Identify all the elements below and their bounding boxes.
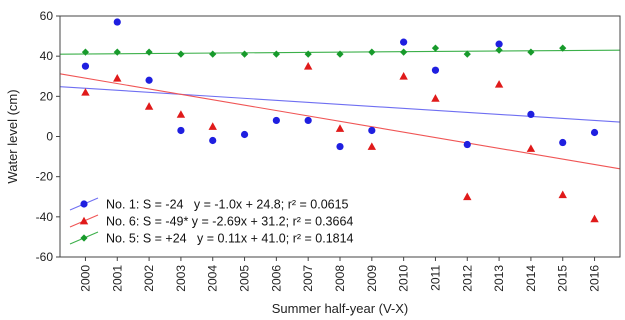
diamond-marker <box>463 50 471 58</box>
x-axis-title: Summer half-year (V-X) <box>272 301 409 316</box>
x-tick-label: 2014 <box>524 265 538 292</box>
diamond-marker <box>113 48 121 56</box>
diamond-marker <box>304 50 312 58</box>
circle-marker <box>272 116 280 125</box>
circle-marker <box>304 116 312 125</box>
y-tick-label: 0 <box>46 130 53 144</box>
circle-marker <box>336 142 344 151</box>
x-tick-label: 2009 <box>365 265 379 292</box>
circle-marker <box>240 130 249 139</box>
x-tick-label: 2013 <box>492 265 506 292</box>
triangle-marker <box>113 74 122 82</box>
diamond-marker <box>81 48 90 56</box>
x-tick-label: 2016 <box>588 265 602 292</box>
x-tick-label: 2008 <box>333 265 347 292</box>
x-tick-label: 2003 <box>174 265 188 292</box>
x-tick-label: 2002 <box>142 265 156 292</box>
circle-marker <box>527 110 535 119</box>
x-tick-label: 2007 <box>301 265 315 292</box>
triangle-marker <box>590 214 599 223</box>
trend-line-series-2 <box>59 73 621 170</box>
y-tick-label: 40 <box>40 49 54 63</box>
diamond-marker <box>240 50 249 58</box>
y-tick-label: -40 <box>36 210 54 224</box>
circle-marker <box>559 138 567 147</box>
triangle-marker <box>526 144 536 152</box>
diamond-marker <box>559 44 567 52</box>
circle-marker <box>495 40 503 48</box>
x-tick-label: 2015 <box>556 265 570 292</box>
diamond-marker <box>431 44 440 52</box>
triangle-marker <box>463 192 472 201</box>
diamond-marker <box>336 50 344 58</box>
triangle-marker <box>558 190 567 199</box>
legend-label: No. 5: S = +24 y = 0.11x + 41.0; r² = 0.… <box>106 232 354 246</box>
diamond-marker <box>400 48 408 56</box>
legend-circle-marker <box>80 200 88 208</box>
circle-marker <box>400 38 408 46</box>
x-tick-label: 2012 <box>460 265 474 292</box>
circle-marker <box>177 126 185 135</box>
circle-marker <box>145 76 153 84</box>
x-tick-label: 2000 <box>78 265 92 292</box>
x-tick-label: 2005 <box>238 265 252 292</box>
diamond-marker <box>272 50 280 58</box>
triangle-marker <box>431 94 440 102</box>
y-tick-label: -20 <box>36 170 54 184</box>
x-tick-label: 2010 <box>397 265 411 292</box>
diamond-marker <box>495 46 503 54</box>
x-tick-label: 2011 <box>428 265 442 291</box>
triangle-marker <box>144 102 154 110</box>
triangle-marker <box>367 142 377 150</box>
circle-marker <box>431 66 440 74</box>
diamond-marker <box>368 48 376 56</box>
x-tick-label: 2004 <box>206 265 220 292</box>
legend-diamond-marker <box>80 234 88 242</box>
triangle-marker <box>494 80 504 88</box>
y-tick-label: 20 <box>40 89 54 103</box>
circle-marker <box>81 62 90 70</box>
y-tick-label: -60 <box>36 250 54 264</box>
diamond-marker <box>527 48 535 56</box>
diamond-marker <box>209 50 217 58</box>
y-tick-label: 60 <box>40 9 54 23</box>
y-axis-title: Water level (cm) <box>5 89 20 183</box>
circle-marker <box>368 126 376 135</box>
x-tick-label: 2001 <box>110 265 124 292</box>
diamond-marker <box>177 50 185 58</box>
circle-marker <box>209 136 217 145</box>
circle-marker <box>463 140 471 149</box>
diamond-marker <box>145 48 153 56</box>
data-points <box>81 18 599 223</box>
triangle-marker <box>208 122 217 130</box>
legend: No. 1: S = -24 y = -1.0x + 24.8; r² = 0.… <box>69 197 354 246</box>
triangle-marker <box>303 62 313 70</box>
triangle-marker <box>399 72 408 80</box>
axes: 60 40 20 0 -20 -40 -60 2000 2001 2002 2003 2004 2005… <box>36 9 602 292</box>
triangle-marker <box>81 88 90 96</box>
trend-line-series-1 <box>59 86 621 123</box>
x-tick-label: 2006 <box>269 265 283 292</box>
legend-label: No. 1: S = -24 y = -1.0x + 24.8; r² = 0.… <box>106 198 349 212</box>
triangle-marker <box>176 110 186 118</box>
triangle-marker <box>335 124 345 132</box>
circle-marker <box>113 18 121 26</box>
legend-triangle-marker <box>79 216 89 225</box>
circle-marker <box>590 128 599 137</box>
legend-label: No. 6: S = -49* y = -2.69x + 31.2; r² = … <box>106 215 353 229</box>
